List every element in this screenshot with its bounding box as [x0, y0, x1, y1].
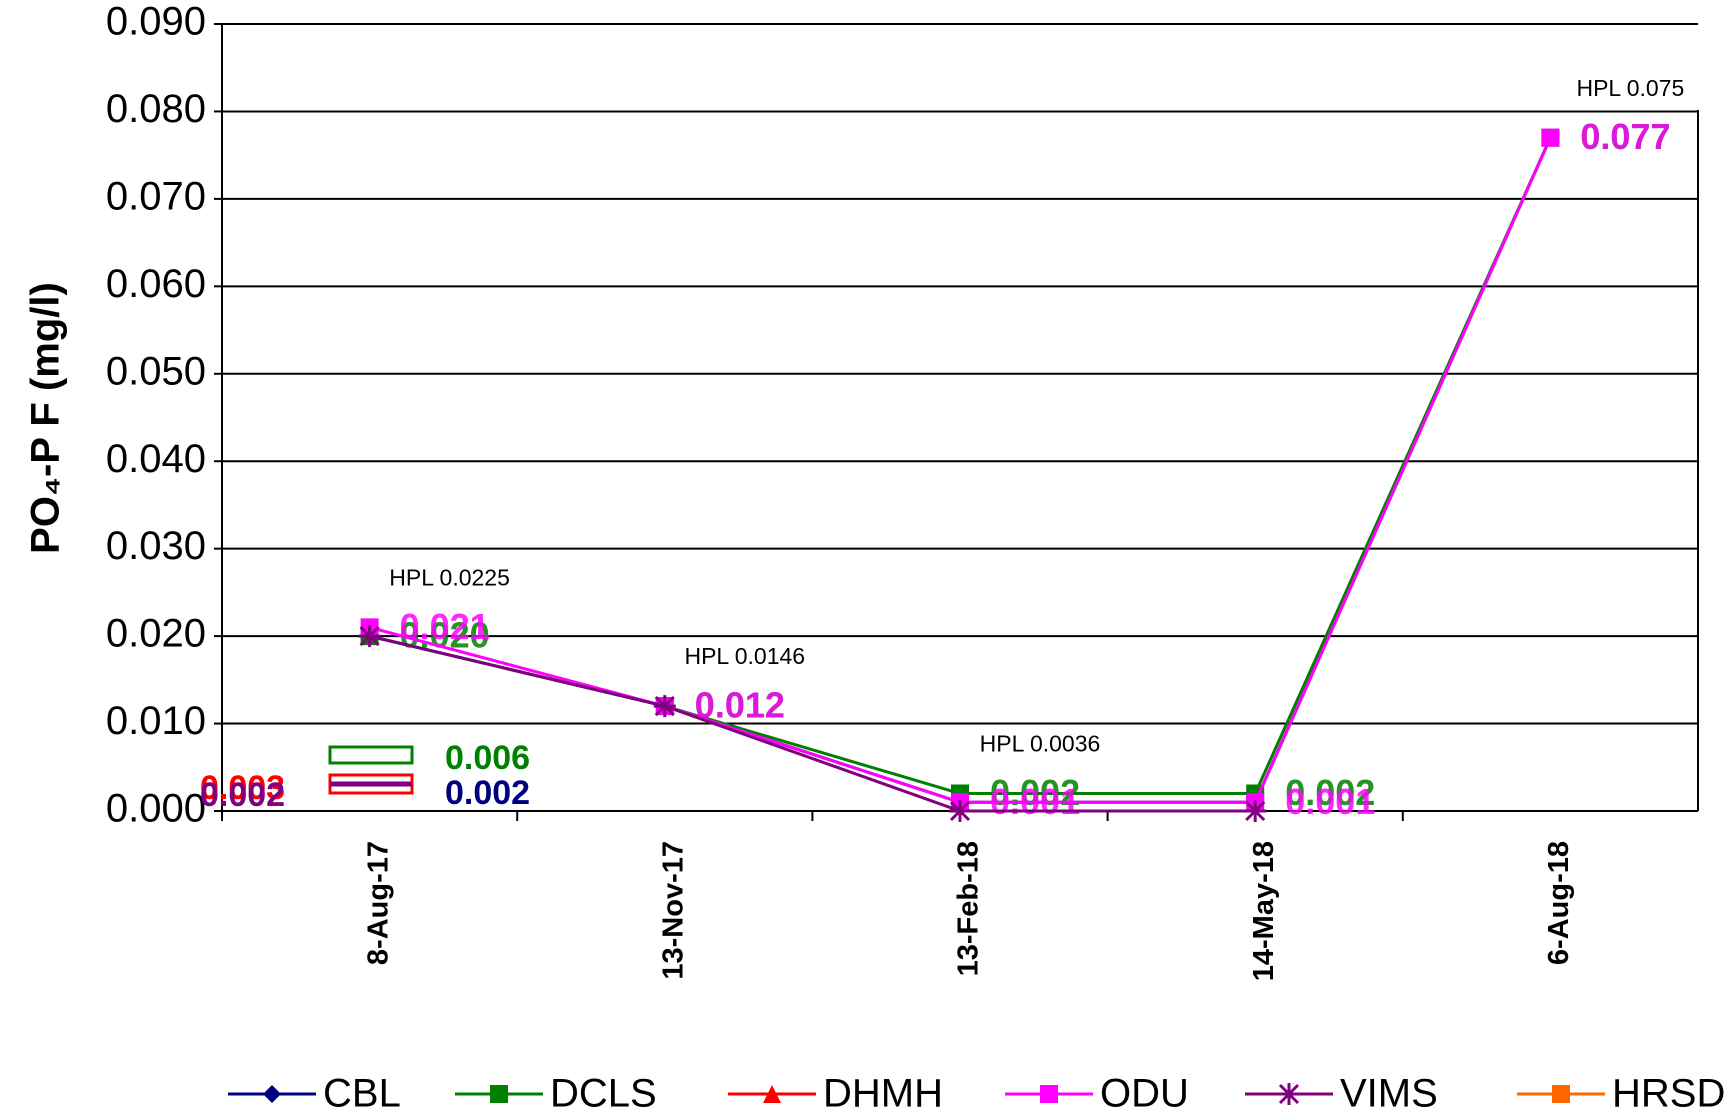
legend-marker	[763, 1085, 781, 1103]
x-tick-label: 13-Feb-18	[953, 841, 985, 976]
legend-marker	[490, 1085, 508, 1103]
legend-label: DCLS	[550, 1072, 657, 1111]
y-tick-label: 0.030	[106, 524, 206, 568]
legend-label: VIMS	[1340, 1072, 1438, 1111]
legend-marker	[1040, 1085, 1058, 1103]
y-tick-label: 0.000	[106, 787, 206, 831]
y-tick-label: 0.090	[106, 0, 206, 44]
data-label: 0.021	[400, 606, 490, 647]
stray-label: 0.003	[200, 769, 285, 807]
data-label: 0.001	[1285, 781, 1375, 822]
data-label: 0.077	[1580, 116, 1670, 157]
legend-marker	[263, 1085, 281, 1103]
y-tick-label: 0.070	[106, 174, 206, 218]
x-tick-label: 6-Aug-18	[1543, 841, 1575, 965]
x-tick-label: 13-Nov-17	[657, 841, 689, 980]
legend-marker	[1278, 1083, 1300, 1105]
y-tick-label: 0.010	[106, 699, 206, 743]
legend-label: HRSD	[1612, 1072, 1725, 1111]
y-tick-label: 0.040	[106, 437, 206, 481]
stray-label: 0.002	[200, 776, 285, 814]
annotation: HPL 0.0146	[684, 643, 805, 669]
data-label: 0.012	[695, 685, 785, 726]
legend-label: CBL	[323, 1072, 401, 1111]
point	[1541, 128, 1560, 147]
legend-label: ODU	[1100, 1072, 1189, 1111]
x-tick-label: 8-Aug-17	[362, 841, 394, 965]
series-line	[369, 634, 1256, 813]
stray-label: 0.002	[445, 774, 530, 812]
data-label: 0.002	[990, 772, 1080, 813]
annotation: HPL 0.075	[1576, 75, 1684, 101]
stray-label: 0.006	[445, 739, 530, 777]
data-label: 0.002	[1285, 772, 1375, 813]
stray-box	[328, 745, 414, 765]
point	[653, 695, 676, 718]
data-label: 0.012	[695, 685, 785, 726]
annotation: HPL 0.0225	[389, 564, 510, 590]
point	[358, 625, 381, 648]
y-axis-label: PO₄-P F (mg/l)	[24, 282, 68, 554]
y-tick-label: 0.080	[106, 87, 206, 131]
point	[1244, 800, 1267, 822]
x-tick-label: 14-May-18	[1248, 841, 1280, 981]
data-label: 0.077	[1580, 116, 1670, 157]
legend-label: DHMH	[823, 1072, 943, 1111]
y-tick-label: 0.060	[106, 262, 206, 306]
annotation: HPL 0.0036	[980, 731, 1101, 757]
legend-marker	[1552, 1085, 1570, 1103]
y-tick-label: 0.020	[106, 612, 206, 656]
data-label: 0.001	[990, 781, 1080, 822]
y-tick-label: 0.050	[106, 349, 206, 393]
point	[949, 800, 971, 822]
